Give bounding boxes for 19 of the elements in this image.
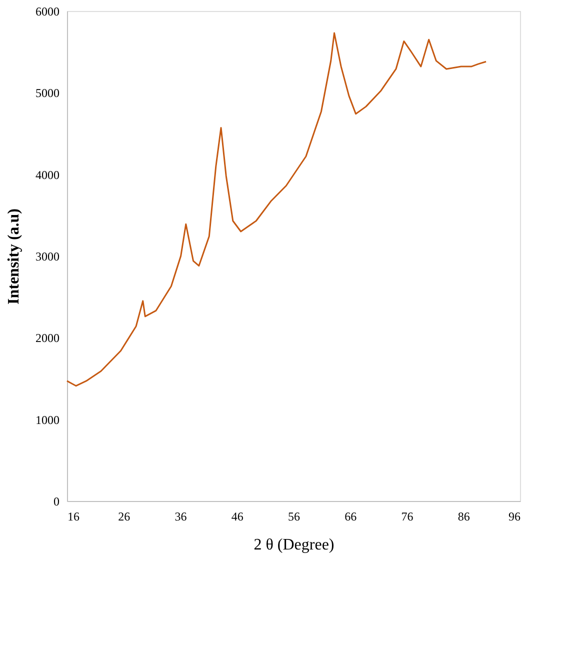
x-tick-label: 26	[118, 510, 130, 524]
x-tick-label: 56	[288, 510, 300, 524]
y-tick-label: 6000	[36, 4, 60, 18]
y-tick-label: 3000	[36, 250, 60, 264]
x-axis-title: 2 θ (Degree)	[254, 536, 334, 554]
x-tick-label: 76	[401, 510, 414, 524]
x-tick-label: 66	[344, 510, 357, 524]
y-axis-title: Intensity (a.u)	[6, 208, 22, 305]
y-tick-label: 5000	[36, 86, 60, 100]
x-tick-label: 16	[68, 510, 80, 524]
x-tick-label: 96	[508, 510, 520, 524]
y-tick-label: 1000	[36, 412, 60, 427]
x-tick-label: 36	[174, 510, 187, 524]
y-tick-label: 4000	[36, 168, 60, 182]
y-tick-label: 0	[54, 494, 60, 508]
line-series	[66, 32, 487, 387]
x-tick-label: 86	[458, 510, 470, 524]
y-tick-label: 2000	[36, 331, 60, 346]
x-tick-label: 46	[231, 510, 244, 524]
